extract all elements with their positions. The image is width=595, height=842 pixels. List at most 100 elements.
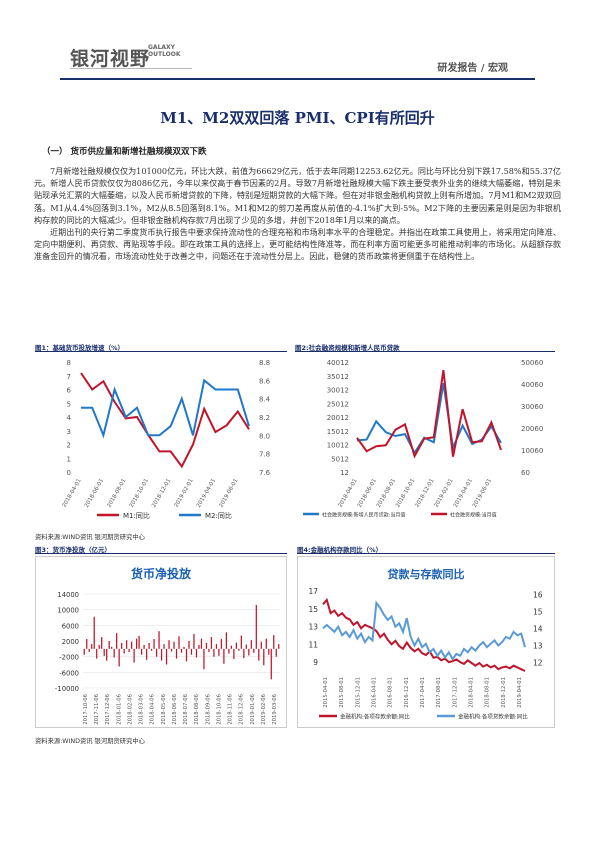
fig4-xtick: 2015-12-01 — [355, 677, 361, 708]
fig2-xtick: 2018-04-01 — [338, 478, 359, 509]
fig4-ytick-left: 17 — [308, 587, 318, 596]
fig3-xtick: 2017-10-06 — [83, 693, 89, 724]
fig3-xtick: 2018-10-06 — [216, 693, 222, 724]
fig3-bar — [223, 648, 225, 664]
fig3-bar — [235, 642, 237, 649]
fig2-chart: 12 5012 10012 15012 20012 25012 30012 35012 4001… — [303, 359, 543, 519]
fig3-bar — [220, 639, 223, 649]
fig3-bar — [195, 648, 198, 658]
fig3-bar — [98, 644, 100, 649]
fig3-bar — [200, 638, 203, 649]
fig4-xtick: 2017-12-01 — [452, 677, 458, 708]
fig2-title: 图2:社会融资规模和新增人民币贷款 — [295, 344, 400, 352]
fig3-bar — [165, 648, 168, 665]
header-rule — [60, 78, 535, 80]
fig1-title: 图1：基础货币投放增速（%） — [35, 344, 125, 352]
fig4-xtick: 2015-08-01 — [339, 677, 345, 708]
fig1-xtick: 2019-02-01 — [174, 478, 195, 509]
fig3-bar — [208, 648, 210, 652]
fig4-ytick-right: 16 — [533, 590, 543, 599]
fig3-bar — [131, 641, 133, 649]
source-note-1: 资料来源:WIND资讯 银河期货研究中心 — [35, 534, 145, 541]
fig3-bar — [140, 648, 143, 655]
fig1-ytick-left: 6 — [67, 387, 72, 395]
fig3-ytick: -10000 — [55, 685, 79, 693]
fig3-bar — [203, 648, 205, 670]
fig2-ytick-right: 60 — [521, 469, 530, 477]
fig1-legend-label: M2:同比 — [205, 511, 232, 520]
fig3-bar — [275, 648, 277, 657]
logo-subtitle: GALAXY OUTLOOK — [148, 44, 181, 58]
fig3-xtick: 2018-11-06 — [228, 693, 234, 724]
fig4-ytick-left: 15 — [308, 605, 318, 614]
fig3-bar — [193, 633, 195, 649]
fig3-bar — [245, 644, 247, 649]
fig4-xtick: 2018-08-01 — [485, 677, 491, 708]
fig3-bar — [258, 648, 260, 661]
fig4-xtick: 2019-04-01 — [517, 677, 523, 708]
fig3-bar — [175, 648, 178, 659]
fig2-ytick-right: 30060 — [521, 403, 543, 411]
paragraph-1: 7月新增社融规模仅仅为101000亿元，环比大跌，前值为66629亿元，低于去年… — [34, 166, 561, 225]
fig1-ytick-left: 0 — [67, 469, 71, 477]
fig3-bar — [265, 638, 267, 649]
fig2-ytick-right: 10060 — [521, 447, 543, 455]
fig3-bar — [138, 635, 140, 649]
fig3-bar — [218, 648, 220, 656]
source-note-2: 资料来源:WIND资讯 银河期货研究中心 — [35, 738, 145, 745]
fig3-bar — [101, 637, 103, 649]
fig3-bar — [160, 648, 163, 661]
fig3-bar — [198, 644, 200, 649]
fig3-bar — [88, 648, 90, 652]
fig2-xtick: 2018-12-01 — [414, 478, 435, 509]
fig1-ytick-right: 7.8 — [259, 451, 270, 459]
fig3-bar — [250, 640, 252, 649]
fig1-ytick-right: 8.4 — [259, 396, 271, 404]
fig2-xtick: 2019-02-01 — [434, 478, 455, 509]
fig3-bar — [113, 648, 115, 658]
fig2-xtick: 2019-04-01 — [453, 478, 474, 509]
fig3-xtick: 2018-09-06 — [205, 693, 211, 724]
fig3-bar — [183, 646, 185, 649]
fig4-xtick: 2018-04-01 — [469, 677, 475, 708]
fig3-inner-title: 货币净投放 — [131, 566, 192, 581]
fig3-bar — [145, 648, 148, 660]
fig3-frame — [35, 556, 287, 728]
fig2-ytick-left: 40012 — [327, 359, 349, 367]
fig2-ytick-left: 35012 — [327, 373, 349, 381]
fig1-ytick-left: 2 — [67, 442, 71, 450]
fig3-bar — [173, 641, 175, 649]
fig3-bar — [83, 648, 85, 655]
fig1-ytick-left: 7 — [67, 373, 71, 381]
fig3-bar — [273, 635, 275, 649]
fig3-bar — [168, 640, 170, 649]
fig3-bar — [270, 648, 272, 680]
fig3-bar — [126, 640, 128, 649]
page-title: M1、M2双双回落 PMI、CPI有所回升 — [160, 109, 435, 127]
fig3-ytick: 10000 — [57, 607, 79, 615]
fig3-bar — [230, 645, 232, 649]
fig3-bar — [185, 648, 188, 662]
fig1-ytick-left: 1 — [67, 455, 71, 463]
fig1-xtick: 2018-12-01 — [151, 478, 172, 509]
fig4-legend-label: 金融机构:各项存款余额:同比 — [340, 713, 410, 721]
fig4-ytick-left: 9 — [313, 658, 318, 667]
fig3-bar — [111, 646, 113, 649]
fig3-bar — [121, 642, 123, 649]
fig1-xtick: 2018-10-01 — [129, 478, 150, 509]
fig3-bar — [190, 648, 193, 655]
fig3-bar — [213, 648, 215, 657]
fig3-bar — [118, 648, 120, 667]
fig3-xtick: 2018-01-06 — [116, 693, 122, 724]
fig3-bar — [178, 636, 180, 649]
fig2-ytick-right: 50060 — [521, 359, 543, 367]
logo-text: 银河视野 — [70, 48, 151, 70]
fig3-bar — [180, 648, 183, 653]
fig4-ytick-left: 11 — [308, 640, 318, 649]
fig3-xtick: 2018-06-06 — [172, 693, 178, 724]
fig3-bar — [106, 648, 108, 661]
fig1-xtick: 2018-08-01 — [106, 478, 127, 509]
fig4-title: 图4:金融机构存款同比（%） — [297, 546, 383, 554]
fig3-bar — [253, 648, 255, 653]
fig3-xtick: 2018-04-06 — [150, 693, 156, 724]
